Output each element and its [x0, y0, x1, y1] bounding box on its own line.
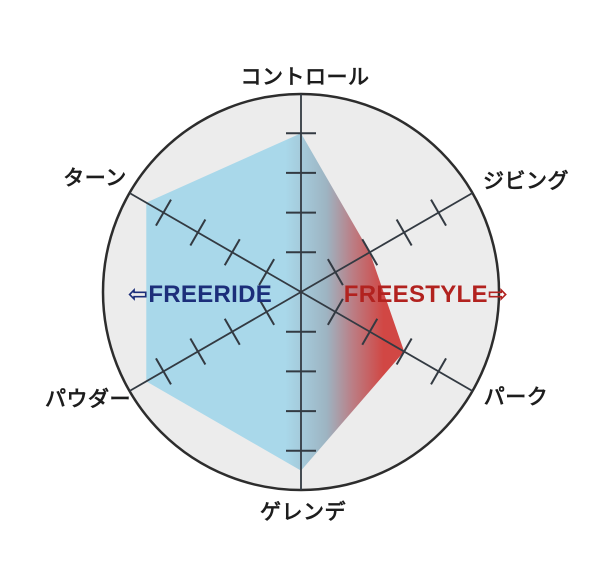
freestyle-label: FREESTYLE: [343, 281, 488, 308]
axis-label-turn: ターン: [63, 167, 127, 190]
freestyle-legend: FREESTYLE⇨: [334, 280, 518, 309]
freeride-label: FREERIDE: [148, 281, 273, 308]
axis-label-gelande: ゲレンデ: [260, 501, 346, 524]
left-white-arrow-icon: ⇦: [127, 281, 149, 308]
axis-label-jibbing: ジビング: [483, 170, 569, 193]
axis-label-park: パーク: [483, 386, 549, 409]
right-white-arrow-icon: ⇨: [487, 281, 509, 308]
axis-label-control: コントロール: [240, 66, 370, 89]
freeride-legend: ⇦FREERIDE: [108, 280, 292, 309]
axis-label-powder: パウダー: [45, 388, 131, 411]
